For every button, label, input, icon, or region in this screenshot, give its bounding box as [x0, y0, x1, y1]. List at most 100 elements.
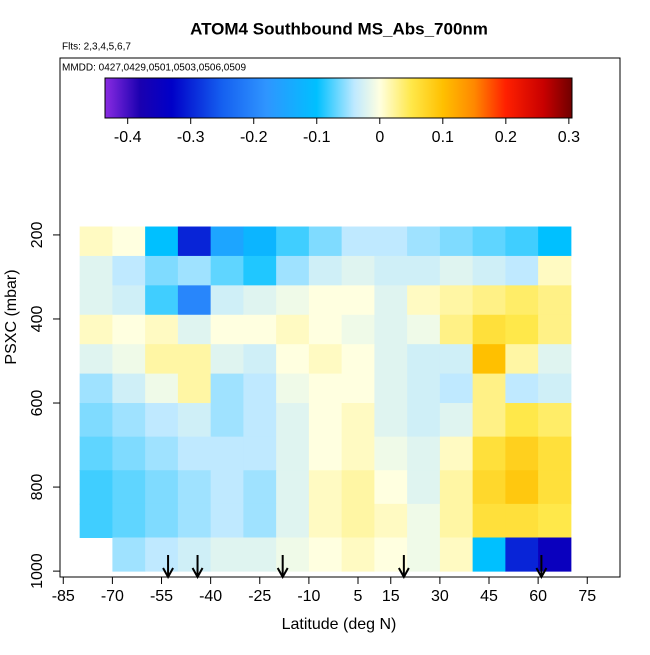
heat-cell [177, 470, 212, 505]
heat-cell [374, 373, 408, 404]
heat-cell [243, 344, 277, 375]
x-tick-label: 30 [431, 588, 449, 605]
heat-cell [374, 470, 408, 505]
colorbar-tick-label: 0.1 [432, 129, 454, 146]
x-tick-label: 75 [578, 588, 596, 605]
heat-cell [145, 344, 179, 375]
heat-cell [79, 503, 113, 538]
heat-cell [145, 285, 179, 316]
heat-cell [79, 470, 113, 505]
heat-cell [505, 285, 539, 316]
heat-cell [374, 503, 408, 538]
heat-cell [374, 344, 408, 375]
heat-cell [210, 373, 244, 404]
heat-cell [407, 403, 441, 438]
heat-cell [145, 255, 179, 286]
heat-cell [439, 344, 474, 375]
heat-cell [341, 403, 375, 438]
heat-cell [308, 226, 343, 257]
heat-cell [538, 285, 572, 316]
heat-cell [472, 255, 506, 286]
heat-cell [505, 314, 539, 345]
x-axis-label: Latitude (deg N) [282, 616, 397, 633]
heat-cell [79, 344, 113, 375]
heat-cell [276, 226, 310, 257]
heat-cell [407, 470, 441, 505]
heat-cell [243, 436, 277, 471]
colorbar-tick-label: -0.4 [114, 129, 142, 146]
heat-cell [472, 344, 506, 375]
heat-cell [145, 226, 179, 257]
heat-cell [341, 226, 375, 257]
heat-cell [407, 436, 441, 471]
heat-cell [472, 403, 506, 438]
heat-cell [177, 373, 212, 404]
heat-cell [243, 403, 277, 438]
heat-cell [308, 285, 343, 316]
colorbar-tick-label: 0.2 [495, 129, 517, 146]
colorbar-tick-label: 0 [375, 129, 384, 146]
heat-cell [341, 285, 375, 316]
heat-cell [210, 226, 244, 257]
arrow-head [276, 567, 289, 580]
y-tick-label: 800 [29, 474, 46, 501]
heat-cell [538, 503, 572, 538]
heat-cell [177, 403, 212, 438]
heat-cell [439, 226, 474, 257]
heat-cell [538, 344, 572, 375]
heat-cell [374, 537, 408, 572]
heat-cell [79, 314, 113, 345]
heat-cell [538, 314, 572, 345]
heat-cell [308, 344, 343, 375]
x-tick-label: -85 [52, 588, 75, 605]
heat-cell [407, 226, 441, 257]
heat-cell [341, 314, 375, 345]
heat-cell [308, 436, 343, 471]
heat-cell [439, 503, 474, 538]
heat-cell [472, 285, 506, 316]
heat-cell [243, 314, 277, 345]
heat-cell [276, 537, 310, 572]
subtitle: Flts: 2,3,4,5,6,7 [62, 42, 131, 53]
heat-cell [472, 470, 506, 505]
heat-cell [243, 373, 277, 404]
heat-cell [439, 436, 474, 471]
heat-cell [374, 226, 408, 257]
heat-cell [308, 503, 343, 538]
heat-cell [112, 285, 146, 316]
x-tick-label: -70 [101, 588, 124, 605]
x-tick-label: 15 [382, 588, 400, 605]
heat-cell [407, 255, 441, 286]
heat-cell [472, 314, 506, 345]
x-tick-label: -25 [248, 588, 271, 605]
heat-cell [341, 470, 375, 505]
heat-cell [505, 470, 539, 505]
heat-cell [276, 436, 310, 471]
heat-cell [341, 373, 375, 404]
colorbar [104, 77, 573, 119]
heat-cell [112, 344, 146, 375]
heat-cell [145, 373, 179, 404]
heat-cell [308, 314, 343, 345]
arrow-head [162, 567, 174, 580]
heat-cell [538, 537, 572, 572]
x-tick-label: 60 [529, 588, 547, 605]
heat-cell [112, 373, 146, 404]
heat-cell [79, 285, 113, 316]
heat-cell [341, 503, 375, 538]
heat-cell [177, 503, 212, 538]
heatmap [79, 226, 572, 572]
heat-cell [79, 436, 113, 471]
arrow-head [535, 567, 548, 580]
heat-cell [505, 436, 539, 471]
heat-cell [538, 373, 572, 404]
heat-cell [210, 503, 244, 538]
heat-cell [407, 373, 441, 404]
y-tick-label: 400 [29, 306, 46, 333]
heat-cell [341, 255, 375, 286]
heat-cell [276, 255, 310, 286]
heat-cell [112, 314, 146, 345]
heat-cell [145, 503, 179, 538]
heat-cell [407, 537, 441, 572]
heat-cell [276, 344, 310, 375]
